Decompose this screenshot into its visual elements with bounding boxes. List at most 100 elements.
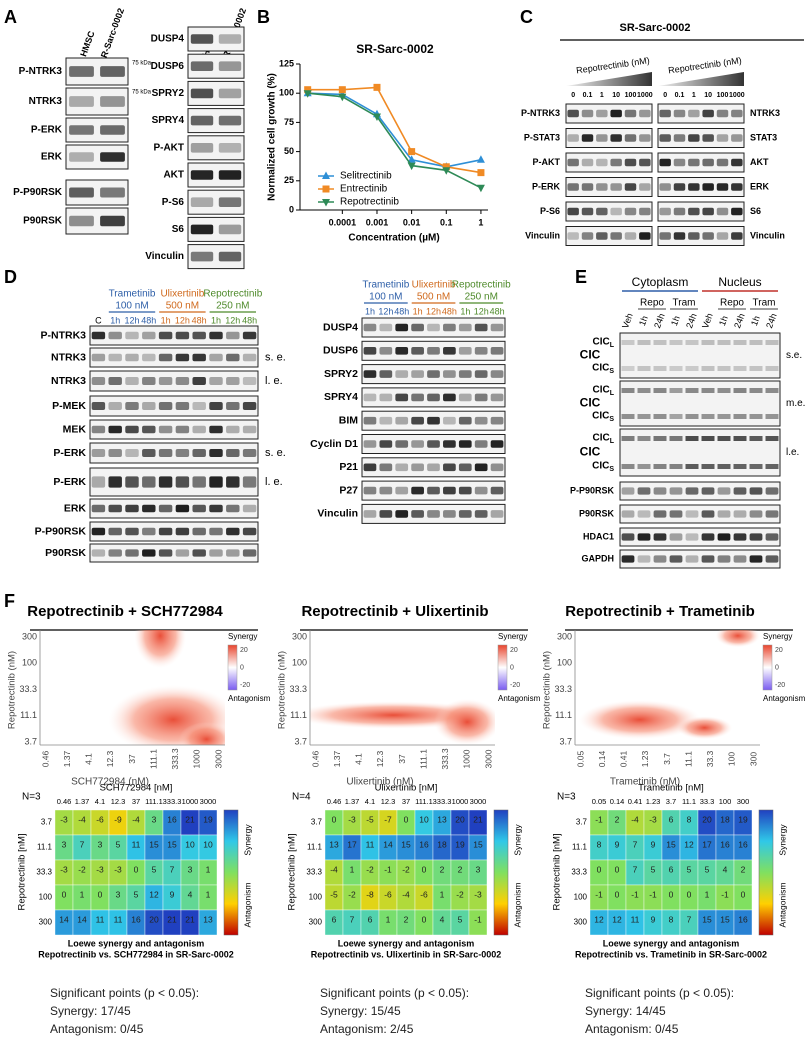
row-label: ERK: [41, 152, 63, 163]
band: [688, 183, 700, 191]
panel-letter: D: [4, 267, 17, 287]
x-tick-label: 333.3: [440, 748, 450, 770]
band: [395, 510, 409, 518]
cell-value: 3: [98, 839, 103, 849]
dose-label: 10: [612, 92, 620, 99]
band: [669, 366, 683, 371]
cell-value: 5: [651, 864, 656, 874]
x-tick-label: 111.1: [148, 749, 158, 769]
colorbar-tick: -20: [775, 682, 785, 689]
x-tick-label: 3000: [213, 749, 223, 768]
band: [717, 555, 731, 563]
row-label: Vinculin: [145, 251, 184, 262]
band: [731, 158, 743, 167]
band: [765, 533, 779, 541]
band: [717, 340, 731, 345]
band: [749, 533, 763, 541]
cell-value: 10: [185, 839, 195, 849]
band: [395, 440, 409, 448]
cell-value: 11: [96, 914, 105, 924]
band: [218, 61, 242, 71]
band: [69, 96, 94, 107]
cell-value: 0: [615, 889, 620, 899]
band: [108, 331, 122, 340]
hm-col-label: 0.41: [628, 797, 643, 806]
cell-value: -1: [595, 889, 603, 899]
band: [731, 232, 743, 240]
band: [142, 527, 156, 536]
point: [304, 86, 312, 94]
cell-value: 0: [615, 864, 620, 874]
row-label: S6: [750, 206, 761, 216]
row-label: ERK: [750, 181, 770, 191]
contour: [578, 630, 760, 740]
y-axis-label: Normalized cell growth (%): [267, 73, 278, 201]
cell-value: 11: [114, 914, 123, 924]
cell-value: 15: [666, 839, 676, 849]
hm-col-label: 0.14: [610, 797, 625, 806]
band: [142, 549, 156, 557]
hm-row-label: 33.3: [36, 868, 52, 877]
band: [142, 353, 156, 362]
band: [100, 215, 125, 227]
lane-label: 1h: [749, 314, 762, 327]
cell-value: -2: [78, 864, 86, 874]
n-label: N=4: [292, 792, 311, 803]
x-tick-label: 12.3: [105, 750, 115, 767]
band: [175, 425, 190, 434]
band: [685, 533, 699, 541]
band-label: CICL: [592, 433, 614, 446]
time-label: 12h: [426, 306, 441, 316]
contour: [310, 699, 495, 745]
band: [158, 402, 173, 410]
band: [395, 370, 409, 378]
band: [639, 183, 651, 191]
blot: [89, 498, 259, 519]
band: [91, 527, 106, 536]
colorbar-tick: 20: [775, 647, 783, 654]
cell-value: 10: [203, 839, 213, 849]
band: [610, 109, 622, 118]
band: [749, 436, 763, 441]
band: [716, 109, 729, 118]
band: [474, 463, 488, 472]
band: [596, 109, 608, 118]
band: [637, 414, 651, 419]
band: [765, 340, 779, 345]
hm-row-label: 100: [39, 893, 53, 902]
hm-col-label: 100: [719, 797, 732, 806]
colorbar: [762, 644, 773, 691]
band: [190, 88, 214, 99]
series-line: [307, 92, 482, 189]
band: [716, 232, 729, 240]
band: [209, 377, 223, 385]
lane-label: Veh: [620, 312, 635, 330]
exposure-note: l. e.: [265, 375, 283, 387]
row-label: P-NTRK3: [19, 66, 63, 77]
blot: [657, 201, 745, 222]
x-tick-label: 333.3: [170, 748, 180, 770]
hm-legend-top: Synergy: [777, 824, 787, 856]
y-tick-label: 100: [292, 658, 307, 668]
band: [190, 143, 214, 153]
band: [702, 207, 714, 216]
lane-header: SR-Sarc-0002: [97, 7, 126, 65]
cell-value: 2: [741, 864, 746, 874]
band: [669, 555, 683, 563]
legend-marker: [322, 185, 330, 193]
band: [624, 109, 637, 118]
band: [659, 232, 671, 240]
band: [717, 533, 731, 541]
band: [474, 510, 488, 518]
x-tick-label: 3.7: [662, 753, 672, 765]
band: [621, 340, 635, 345]
band: [639, 232, 651, 240]
legend-bottom: Antagonism: [498, 694, 541, 703]
row-label: DUSP4: [151, 34, 185, 45]
band: [624, 232, 637, 240]
band: [427, 323, 440, 332]
band: [673, 134, 686, 142]
cell-value: -7: [384, 814, 392, 824]
cell-value: 18: [437, 839, 447, 849]
cell-value: 5: [458, 914, 463, 924]
